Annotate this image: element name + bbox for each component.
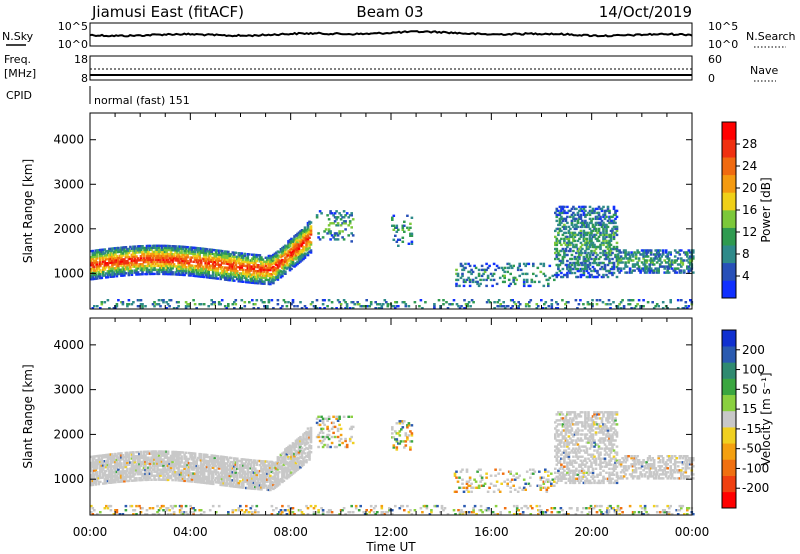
x-tick-label: 08:00 (273, 525, 308, 539)
colorbar-tick-label: 20 (742, 181, 757, 195)
colorbar-tick-label: 12 (742, 225, 757, 239)
nsky-tick-top: 10^5 (58, 20, 88, 33)
colorbar-swatch (722, 157, 736, 176)
colorbar-swatch (722, 475, 736, 493)
colorbar-label: Velocity [m s⁻¹] (759, 372, 773, 465)
nsky-noise-trace (89, 30, 693, 38)
panel-background (90, 318, 692, 515)
nsearch-tick-top: 10^5 (708, 20, 738, 33)
nave-tick-bottom: 0 (708, 72, 715, 85)
power-colorbar (721, 121, 740, 299)
colorbar-tick-label: 16 (742, 203, 757, 217)
colorbar-swatch (722, 410, 736, 428)
freq-tick-bottom: 8 (81, 72, 88, 85)
x-tick-label: 00:00 (73, 525, 108, 539)
colorbar-tick-label: -100 (742, 461, 769, 475)
y-tick-label: 3000 (53, 177, 84, 191)
y-tick-label: 2000 (53, 222, 84, 236)
colorbar-swatch (722, 394, 736, 412)
y-tick-label: 3000 (53, 383, 84, 397)
x-tick-label: 12:00 (374, 525, 409, 539)
plot-title-beam: Beam 03 (356, 3, 423, 21)
cpid-label: CPID (6, 89, 32, 102)
freq-label-2: [MHz] (4, 67, 36, 80)
colorbar-swatch (722, 378, 736, 396)
colorbar-frame (721, 329, 737, 509)
y-axis-label: Slant Range [km] (21, 364, 35, 468)
x-tick-label: 04:00 (173, 525, 208, 539)
velocity-colorbar (721, 329, 740, 509)
y-tick-label: 2000 (53, 427, 84, 441)
colorbar-tick-label: 24 (742, 159, 757, 173)
x-tick-label: 00:00 (675, 525, 710, 539)
range-time-panel-velocity (89, 317, 695, 516)
colorbar-swatch (722, 427, 736, 444)
cpid-value: normal (fast) 151 (94, 94, 190, 107)
colorbar-swatch (722, 346, 736, 363)
nave-label: Nave (750, 64, 778, 77)
colorbar-swatch (722, 210, 736, 228)
range-time-panel-power (89, 112, 695, 310)
nave-tick-top: 60 (708, 53, 722, 66)
y-tick-label: 4000 (53, 338, 84, 352)
nsky-label: N.Sky (2, 30, 34, 43)
colorbar-swatch (722, 330, 736, 347)
colorbar-swatch (722, 280, 736, 299)
y-tick-label: 4000 (53, 133, 84, 147)
freq-tick-top: 18 (74, 53, 88, 66)
x-axis-label: Time UT (365, 540, 416, 554)
nsearch-label: N.Search (746, 30, 796, 43)
scatter-cells-velocity (90, 411, 695, 516)
x-tick-label: 20:00 (574, 525, 609, 539)
y-axis-label: Slant Range [km] (21, 159, 35, 263)
colorbar-swatch (722, 262, 736, 281)
nsearch-tick-bottom: 10^0 (708, 38, 738, 51)
nsky-tick-bottom: 10^0 (58, 38, 88, 51)
colorbar-swatch (722, 122, 736, 140)
colorbar-tick-label: 4 (742, 269, 750, 283)
colorbar-tick-label: 100 (742, 363, 765, 377)
scatter-cells-power (90, 205, 695, 310)
colorbar-tick-label: -50 (742, 442, 762, 456)
colorbar-tick-label: -200 (742, 481, 769, 495)
y-tick-label: 1000 (53, 472, 84, 486)
plot-title-site: Jiamusi East (fitACF) (91, 3, 244, 21)
freq-label-1: Freq. (4, 53, 31, 66)
colorbar-label: Power [dB] (759, 177, 773, 242)
colorbar-swatch (722, 245, 736, 264)
plot-title-date: 14/Oct/2019 (599, 3, 692, 21)
colorbar-tick-label: 8 (742, 247, 750, 261)
colorbar-swatch (722, 459, 736, 476)
colorbar-swatch (722, 174, 736, 193)
y-tick-label: 1000 (53, 266, 84, 280)
colorbar-tick-label: 50 (742, 382, 757, 396)
colorbar-swatch (722, 491, 736, 509)
x-tick-label: 16:00 (474, 525, 509, 539)
colorbar-swatch (722, 227, 736, 246)
colorbar-tick-label: 200 (742, 343, 765, 357)
colorbar-swatch (722, 443, 736, 460)
colorbar-tick-label: -15 (742, 422, 762, 436)
freq-panel-frame (89, 55, 693, 81)
colorbar-swatch (722, 362, 736, 379)
colorbar-swatch (722, 192, 736, 211)
colorbar-tick-label: 28 (742, 137, 757, 151)
colorbar-swatch (722, 139, 736, 158)
colorbar-tick-label: 15 (742, 402, 757, 416)
